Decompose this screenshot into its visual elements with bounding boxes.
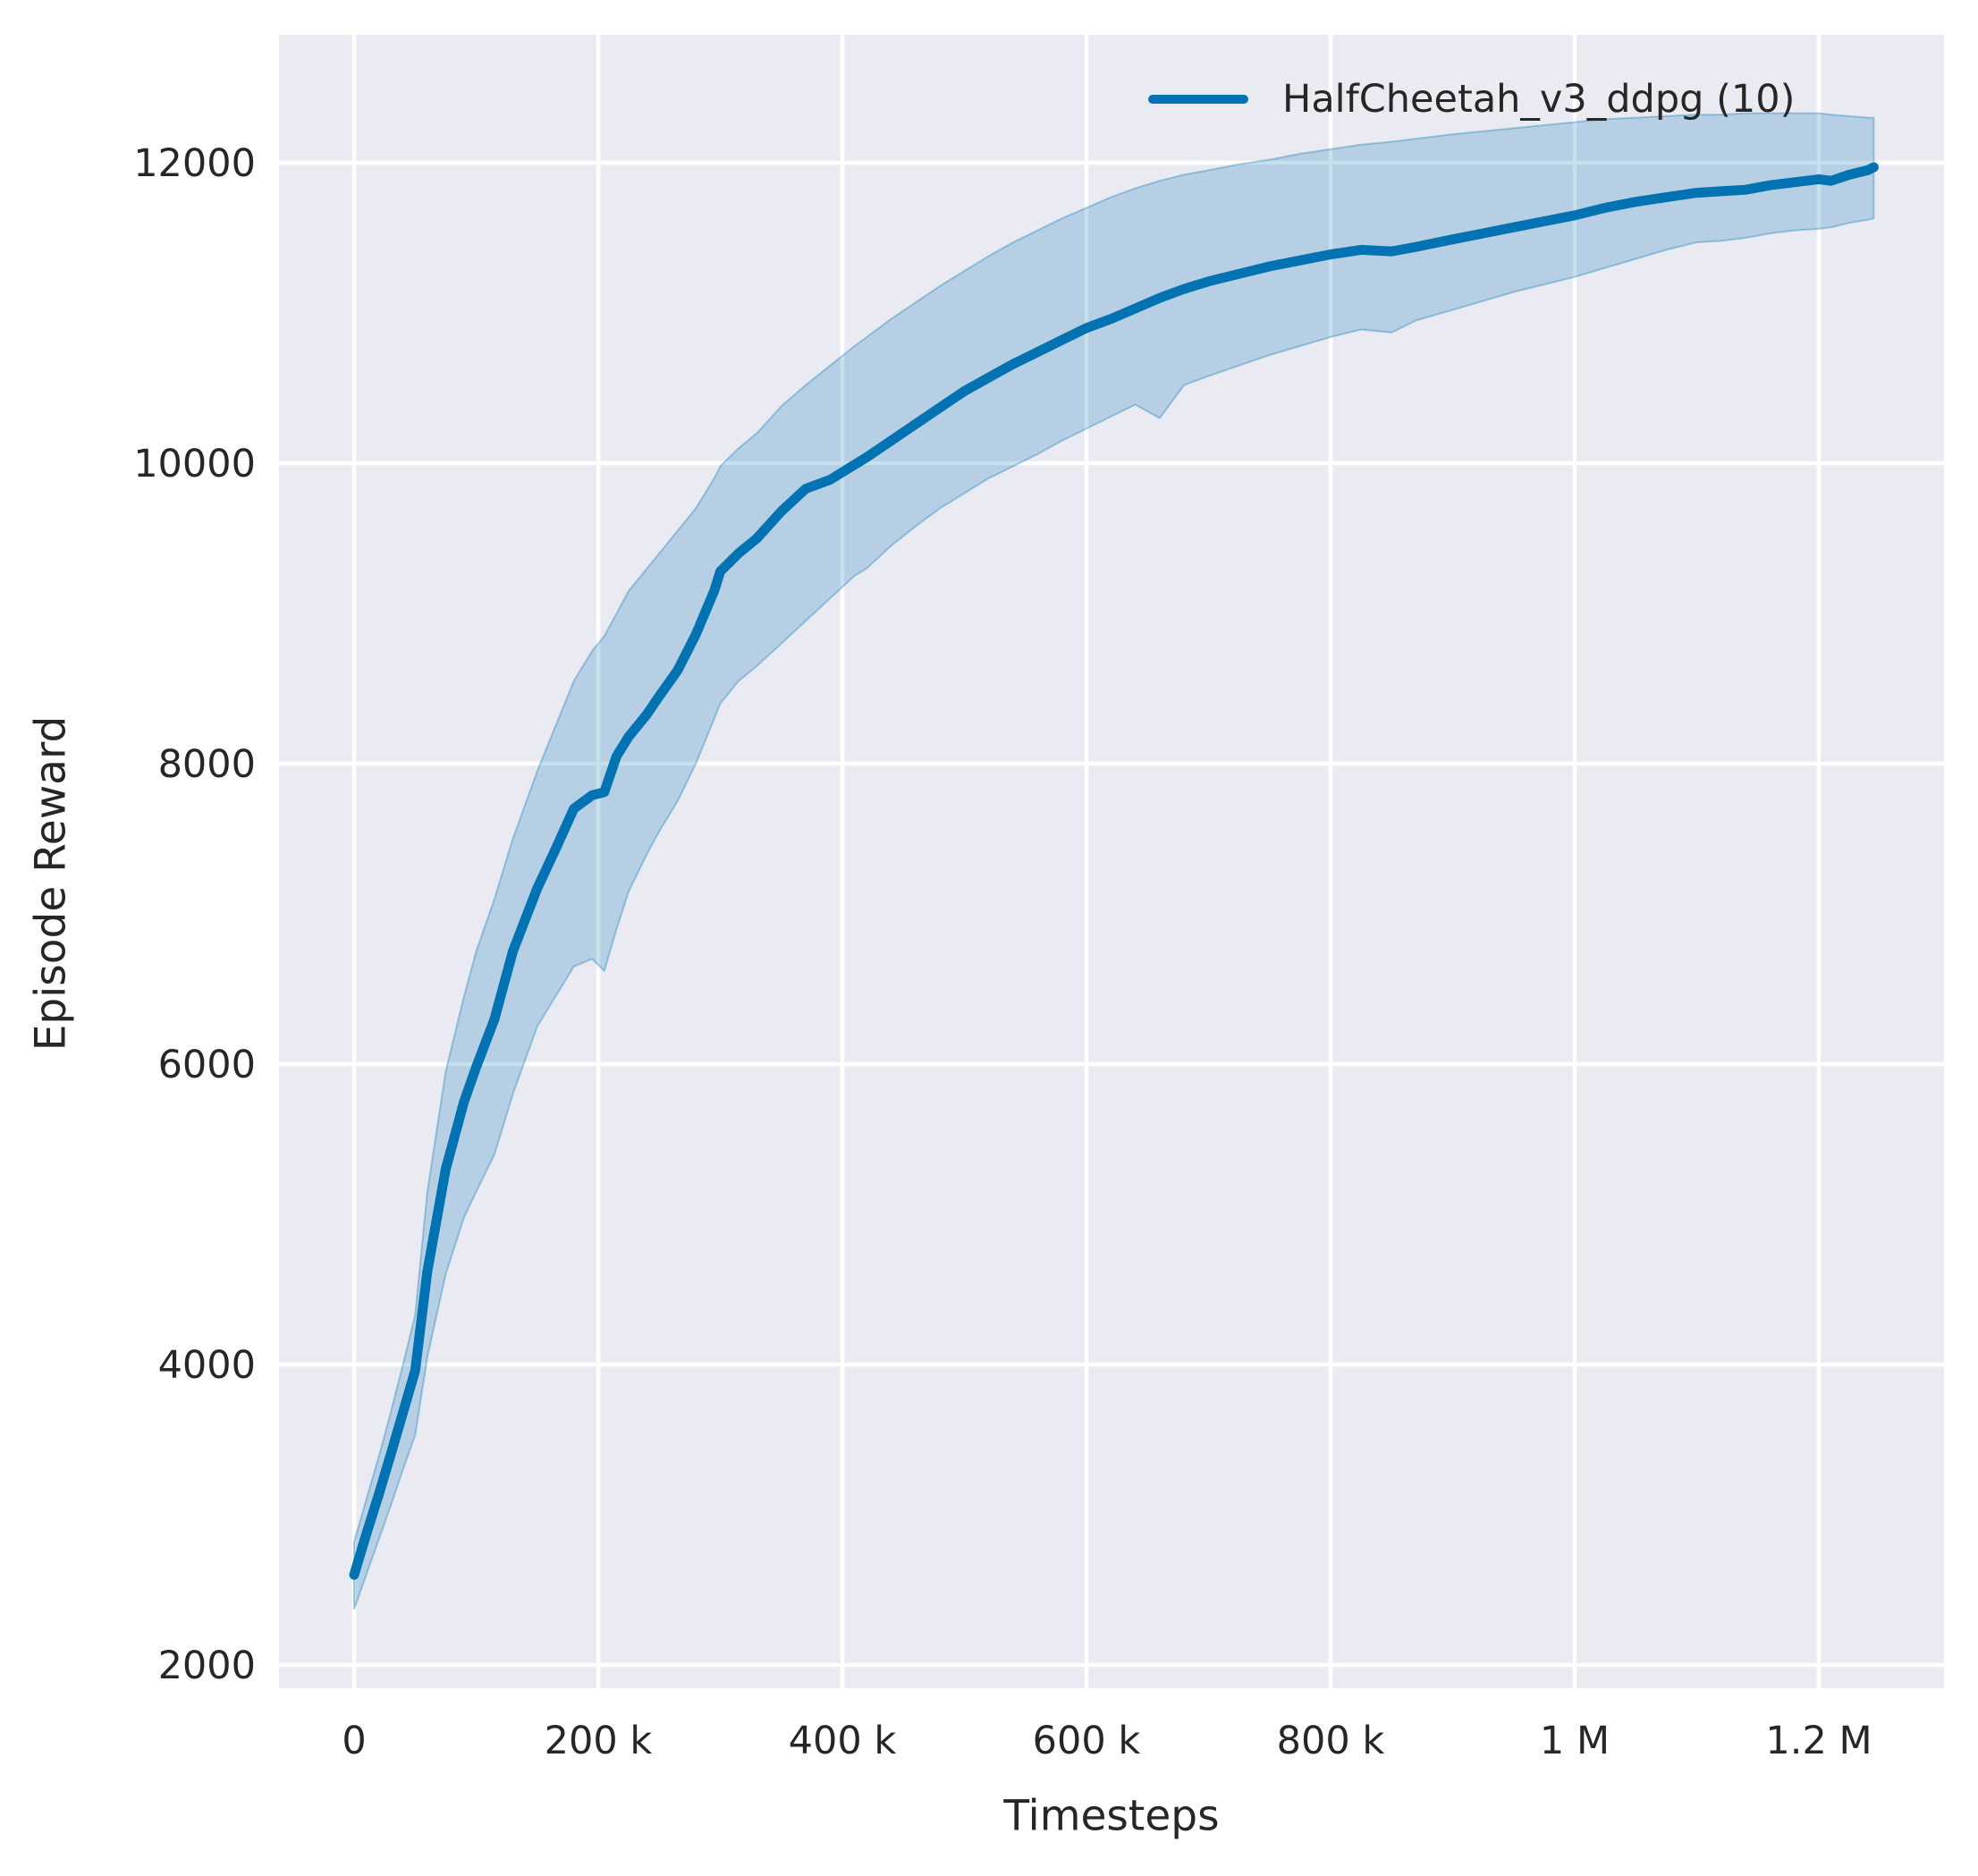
x-tick-label: 400 k xyxy=(789,1719,897,1763)
confidence-band xyxy=(353,112,1875,1610)
x-axis-label: Timesteps xyxy=(1003,1791,1220,1841)
x-tick-label: 600 k xyxy=(1033,1719,1141,1763)
x-tick-label: 1.2 M xyxy=(1765,1719,1872,1763)
x-tick-label: 800 k xyxy=(1277,1719,1385,1763)
plot-background xyxy=(279,35,1944,1688)
y-axis-label: Episode Reward xyxy=(26,715,76,1052)
x-tick-label: 200 k xyxy=(545,1719,653,1763)
legend-line-swatch xyxy=(1148,95,1248,104)
legend: HalfCheetah_v3_ddpg (10) xyxy=(1148,77,1795,122)
y-tick-label: 2000 xyxy=(158,1644,256,1688)
x-tick-label: 1 M xyxy=(1540,1719,1610,1763)
y-tick-label: 12000 xyxy=(133,141,256,186)
x-tick-label: 0 xyxy=(342,1719,366,1763)
legend-label: HalfCheetah_v3_ddpg (10) xyxy=(1282,77,1796,122)
y-tick-label: 6000 xyxy=(158,1043,256,1087)
y-tick-label: 10000 xyxy=(133,442,256,486)
y-tick-label: 4000 xyxy=(158,1343,256,1388)
y-tick-label: 8000 xyxy=(158,742,256,787)
mean-line xyxy=(349,162,1879,1580)
